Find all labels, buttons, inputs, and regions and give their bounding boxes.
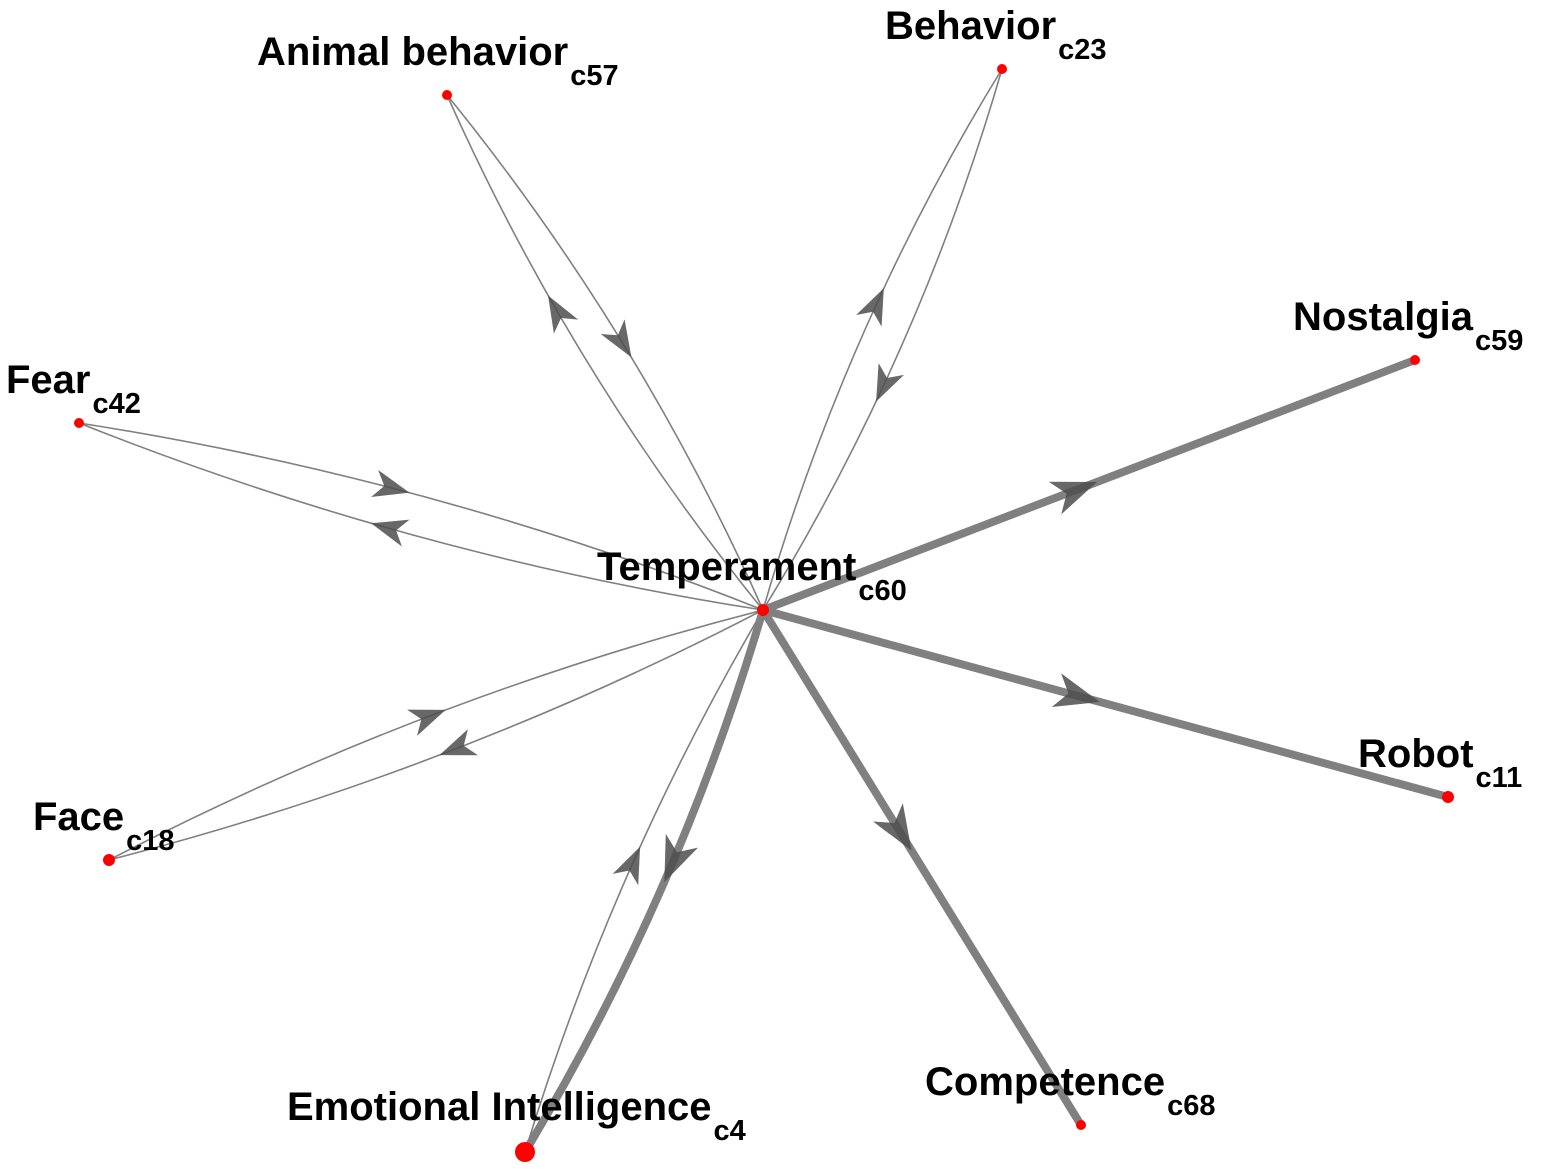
edge-c23-to-c60 (762, 68, 1003, 611)
edge-c57-to-c60 (446, 94, 764, 611)
node-c23 (997, 64, 1007, 74)
node-c4 (515, 1142, 535, 1162)
edge-c60-to-c57 (446, 94, 764, 611)
edge-c60-to-c68 (759, 606, 1085, 1129)
edge-c60-to-c11 (759, 606, 1452, 801)
node-c42 (74, 418, 84, 428)
node-code-c59: c59 (1475, 325, 1523, 357)
arrowhead-c4-to-c60 (612, 846, 641, 886)
node-name-c59: Nostalgia (1293, 295, 1474, 339)
edge-layer (78, 68, 1452, 1156)
arrowhead-c60-to-c68 (873, 803, 912, 851)
arrowhead-c60-to-c4 (664, 833, 699, 883)
node-code-c68: c68 (1167, 1090, 1215, 1122)
node-name-c42: Fear (6, 358, 91, 402)
edge-c60-to-c18 (108, 609, 764, 861)
arrowhead-c60-to-c11 (1051, 673, 1100, 707)
node-c57 (442, 90, 452, 100)
node-name-c11: Robot (1358, 732, 1474, 776)
node-c59 (1410, 355, 1420, 365)
arrowhead-c57-to-c60 (600, 319, 632, 358)
arrowhead-c60-to-c42 (371, 519, 410, 547)
node-c60 (757, 604, 769, 616)
node-code-c60: c60 (858, 575, 906, 607)
arrowhead-c42-to-c60 (371, 469, 410, 498)
node-code-c11: c11 (1476, 762, 1523, 794)
edge-c60-to-c4 (521, 606, 767, 1156)
node-c68 (1076, 1120, 1086, 1130)
arrowhead-c60-to-c59 (1048, 481, 1097, 515)
arrowhead-c60-to-c23 (856, 288, 884, 327)
arrowhead-c23-to-c60 (876, 363, 904, 402)
node-code-c23: c23 (1058, 34, 1106, 66)
node-name-c23: Behavior (885, 4, 1056, 48)
arrowhead-c60-to-c18 (439, 729, 479, 756)
node-code-c4: c4 (714, 1115, 746, 1147)
node-name-c18: Face (33, 795, 124, 839)
edge-c60-to-c42 (78, 422, 764, 611)
node-name-c57: Animal behavior (257, 30, 568, 74)
node-c18 (103, 854, 115, 866)
node-layer (74, 64, 1454, 1162)
edge-c18-to-c60 (108, 609, 764, 861)
edge-c4-to-c60 (524, 609, 764, 1153)
node-c11 (1442, 791, 1454, 803)
node-name-c4: Emotional Intelligence (287, 1085, 712, 1129)
arrowhead-c60-to-c57 (548, 295, 579, 334)
node-code-c18: c18 (126, 825, 174, 857)
node-code-c42: c42 (93, 388, 141, 420)
node-name-c68: Competence (925, 1060, 1165, 1104)
node-code-c57: c57 (570, 60, 618, 92)
edge-c42-to-c60 (78, 422, 764, 611)
node-name-c60: Temperament (597, 545, 856, 589)
edge-c60-to-c23 (762, 68, 1003, 611)
arrowhead-c18-to-c60 (407, 709, 446, 736)
